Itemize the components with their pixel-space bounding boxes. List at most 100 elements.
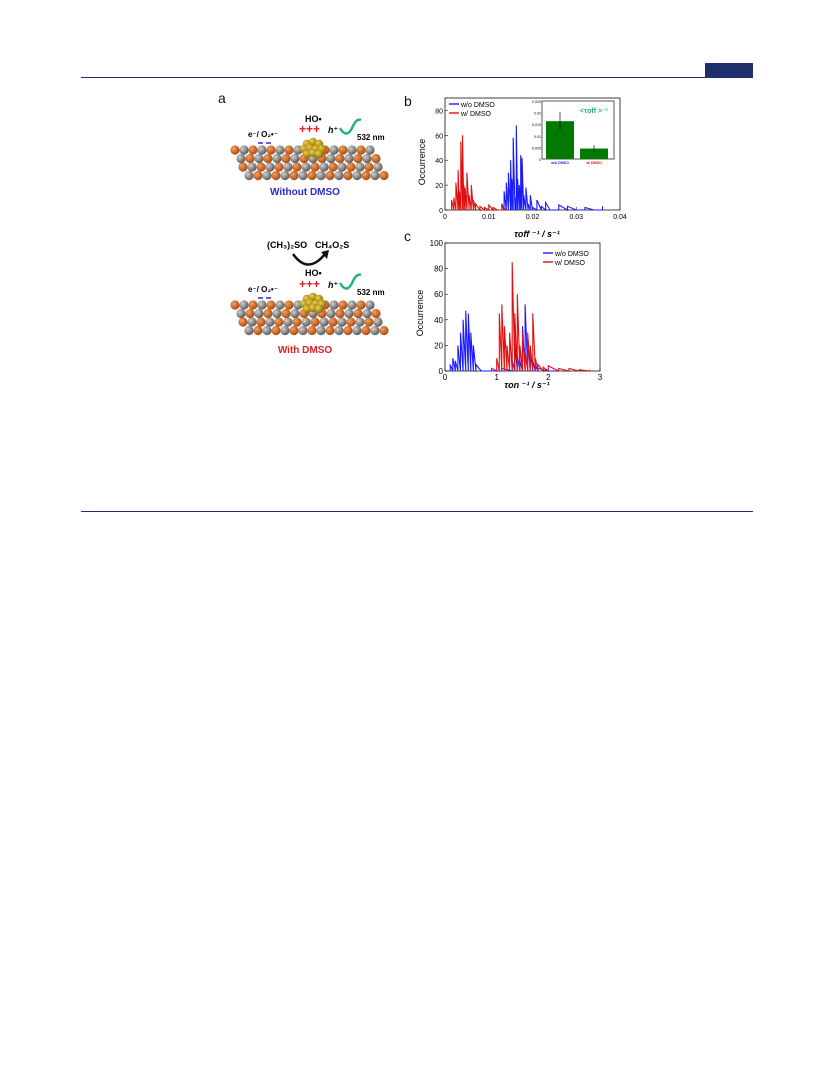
lattice-atom [370,170,380,181]
lattice-atom [356,300,366,310]
lattice-atom [263,153,273,164]
lattice-atom [365,145,375,155]
lattice-atom [271,325,281,336]
lattice-atom [280,325,290,336]
lattice-atom [248,145,258,155]
lattice-atom [307,170,317,181]
lattice-atom [247,162,257,172]
electron-label-bottom: e⁻/ O₂•⁻ [248,285,278,294]
lattice-atom [253,170,263,181]
lattice-atom [352,170,362,181]
laser-icon-top [338,118,362,135]
lattice-atom [364,162,374,172]
lattice-atom [274,162,284,172]
lattice-atom [289,325,299,336]
lattice-atom [262,170,272,181]
lattice-atom [292,317,302,327]
lattice-atom [298,170,308,181]
lattice-atom [319,162,329,172]
lattice-atom [347,300,357,310]
lattice-atom [335,153,345,164]
lattice-atom [265,162,275,172]
hole-label-bottom: h⁺ [328,280,338,290]
radical-label-top: HO• [305,114,322,124]
lattice-atom [361,325,371,336]
lattice-atom [335,308,345,319]
lattice-atom [272,308,282,319]
lattice-atom [298,325,308,336]
lattice-atom [239,300,249,310]
y-tick-label: 40 [435,158,443,165]
footer-rule [81,511,753,512]
lattice-atom [344,308,354,319]
lattice-atom [347,145,357,155]
lattice-atom [346,317,356,327]
legend-label: w/ DMSO [554,260,586,267]
lattice-atom [316,325,326,336]
chart-b-xlabel: τoff ⁻¹ / s⁻¹ [514,229,560,239]
lattice-atom [283,317,293,327]
lattice-atom [257,145,267,155]
lattice-atom [257,300,267,310]
lattice-atom [236,308,246,319]
lattice-atom [361,170,371,181]
lattice-atom [353,308,363,319]
gold-atom [314,304,324,314]
inset-y-tick-label: 0 [539,158,541,162]
y-tick-label: 80 [434,265,443,274]
lattice-atom [247,317,257,327]
lattice-atom [290,153,300,164]
lattice-atom [307,325,317,336]
caption-top: Without DMSO [270,187,340,198]
lattice-atom [379,325,389,336]
lattice-atom [256,162,266,172]
legend-label: w/o DMSO [460,102,495,109]
lattice-atom [310,162,320,172]
panel-letter-b: b [404,93,412,109]
lattice-atom [238,317,248,327]
y-tick-label: 40 [434,316,443,325]
lattice-atom [370,325,380,336]
lattice-atom [256,317,266,327]
legend-label: w/o DMSO [554,251,589,258]
inset-y-tick-label: 0.015 [532,123,541,127]
lattice-atom [328,162,338,172]
lattice-atom [230,145,240,155]
inset-y-tick-label: 0.02 [534,112,541,116]
lattice-atom [292,162,302,172]
lattice-atom [352,325,362,336]
x-tick-label: 0.01 [482,214,496,221]
lattice-atom [274,317,284,327]
y-tick-label: 0 [439,208,443,215]
lattice-atom [262,325,272,336]
chart-c-xlabel: τon ⁻¹ / s⁻¹ [504,380,549,390]
lattice-atom [371,308,381,319]
inset-title: <τoff >⁻¹ [580,108,609,115]
lattice-atom [353,153,363,164]
lattice-atom [301,162,311,172]
electron-label-top: e⁻/ O₂•⁻ [248,130,278,139]
lattice-atom [310,317,320,327]
lattice-atom [325,325,335,336]
lattice-atom [275,300,285,310]
inset-bar [580,148,608,159]
lattice-atom [238,162,248,172]
product-label: CH₄O₂S [315,240,349,250]
y-tick-label: 80 [435,108,443,115]
lattice-atom [319,317,329,327]
lattice-atom [244,170,254,181]
lattice-atom [371,153,381,164]
lattice-atom [245,153,255,164]
lattice-atom [283,162,293,172]
header-rule [81,77,753,78]
lattice-atom [325,170,335,181]
inset-category-label: w/ DMSO [585,161,602,165]
x-tick-label: 1 [494,373,499,382]
lattice-atom [328,317,338,327]
header-tab [705,63,753,77]
lattice-atom [362,153,372,164]
lattice-atom [289,170,299,181]
lattice-atom [355,317,365,327]
lattice-atom [254,153,264,164]
lattice-atom [266,145,276,155]
